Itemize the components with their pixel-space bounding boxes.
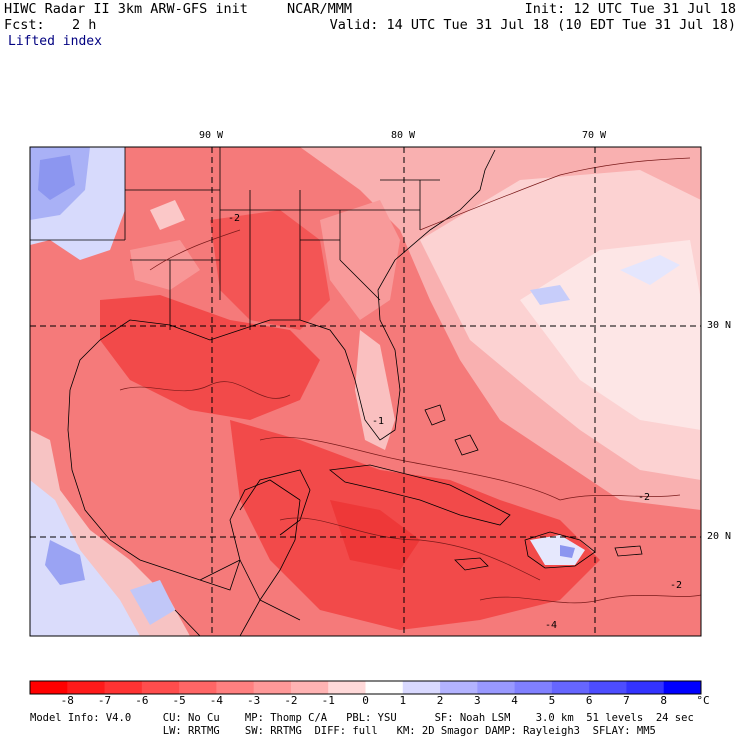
lon-label-90w: 90 W [199, 130, 224, 141]
forecast-hour: 2 h [72, 17, 97, 33]
li-contours [119, 157, 701, 604]
colorbar-swatch [551, 681, 590, 694]
lat-label-30n: 30 N [707, 320, 732, 331]
colorbar-swatch [626, 681, 665, 694]
colorbar-swatch [216, 681, 255, 694]
colorbar-tick-label: 4 [511, 694, 518, 707]
colorbar-tick-label: -2 [284, 694, 298, 707]
colorbar-swatch [328, 681, 366, 694]
colorbar-tick-label: 2 [436, 694, 444, 707]
colorbar-frame [29, 680, 702, 695]
colorbar-swatch [514, 681, 553, 694]
colorbar-tick-label: -6 [135, 694, 149, 707]
colorbar [29, 680, 702, 695]
lat-label-20n: 20 N [707, 531, 732, 542]
org-label: NCAR/MMM [287, 1, 353, 17]
forecast-label: Fcst: [4, 17, 45, 33]
colorbar-swatch [67, 681, 106, 694]
lon-label-70w: 70 W [582, 130, 607, 141]
contour-label: -2 [670, 580, 683, 591]
colorbar-tick-label: -5 [172, 694, 186, 707]
valid-time: Valid: 14 UTC Tue 31 Jul 18 (10 EDT Tue … [329, 17, 736, 33]
contour-label: -1 [372, 416, 385, 427]
colorbar-tick-label: 5 [548, 694, 556, 707]
init-time: Init: 12 UTC Tue 31 Jul 18 [524, 1, 736, 17]
colorbar-tick-label: 8 [660, 694, 668, 707]
map-field [30, 147, 701, 636]
model-title: HIWC Radar II 3km ARW-GFS init [4, 1, 248, 17]
map-frame [29, 146, 702, 637]
colorbar-tick-label: 1 [399, 694, 407, 707]
colorbar-tick-label: -7 [97, 694, 112, 707]
colorbar-swatch [179, 681, 217, 694]
colorbar-swatch [477, 681, 516, 694]
colorbar-swatch [141, 681, 180, 694]
colorbar-swatch [589, 681, 627, 694]
colorbar-tick-label: 6 [585, 694, 593, 707]
colorbar-swatch [104, 681, 143, 694]
colorbar-tick-label: 0 [362, 694, 369, 707]
colorbar-tick-label: 7 [623, 694, 630, 707]
model-info-line2: LW: RRTMG SW: RRTMG DIFF: full KM: 2D Sm… [30, 725, 656, 737]
colorbar-unit: °C [696, 694, 710, 707]
colorbar-swatch [663, 681, 702, 694]
contour-label: -4 [545, 620, 558, 631]
colorbar-tick-label: -8 [60, 694, 74, 707]
colorbar-swatch [253, 681, 292, 694]
colorbar-swatch [365, 681, 404, 694]
colorbar-tick-label: -3 [247, 694, 261, 707]
colorbar-tick-label: -1 [321, 694, 335, 707]
colorbar-tick-label: 3 [474, 694, 481, 707]
colorbar-swatch [30, 681, 68, 694]
colorbar-swatch [402, 681, 441, 694]
colorbar-swatch [290, 681, 329, 694]
colorbar-swatch [440, 681, 478, 694]
field-name: Lifted index [8, 34, 102, 49]
contour-label: -2 [228, 213, 241, 224]
lon-label-80w: 80 W [391, 130, 416, 141]
colorbar-tick-label: -4 [209, 694, 223, 707]
coastlines [30, 147, 643, 636]
model-info-line1: Model Info: V4.0 CU: No Cu MP: Thomp C/A… [30, 712, 694, 724]
contour-label: -2 [638, 492, 651, 503]
lat-lon-grid [30, 147, 701, 636]
